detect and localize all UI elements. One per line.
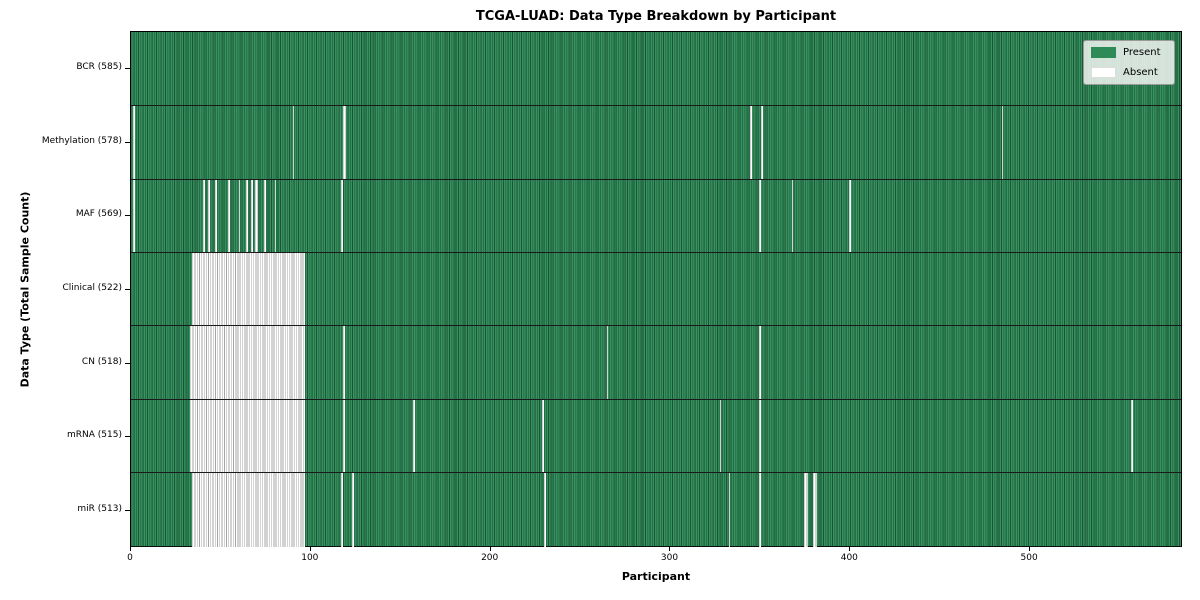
x-tick — [849, 547, 851, 551]
row-present-fill — [131, 32, 1181, 106]
legend-absent-label: Absent — [1123, 67, 1158, 78]
absent-run — [342, 106, 347, 180]
row-bcr — [131, 32, 1181, 106]
absent-run — [202, 179, 205, 254]
absent-run — [342, 326, 345, 400]
x-tick-label: 400 — [840, 553, 858, 563]
y-tick — [125, 436, 130, 438]
y-tick — [125, 141, 130, 143]
absent-run — [190, 399, 306, 474]
y-tick — [125, 289, 130, 290]
row-maf — [131, 178, 1181, 254]
y-tick-label-maf: MAF (569) — [75, 209, 122, 220]
plot-area — [130, 31, 1182, 547]
absent-run — [254, 179, 259, 254]
row-cn — [131, 325, 1181, 400]
y-tick — [125, 215, 130, 217]
absent-run — [759, 473, 761, 547]
absent-run — [750, 106, 752, 180]
absent-run — [215, 179, 218, 254]
row-present-fill — [131, 399, 1181, 474]
x-tick-label: 100 — [301, 553, 319, 563]
y-tick — [125, 510, 130, 512]
row-clinical — [131, 252, 1181, 327]
row-present-fill — [131, 473, 1181, 547]
legend-present-label: Present — [1123, 47, 1161, 58]
x-tick — [489, 547, 491, 551]
y-tick — [125, 362, 130, 364]
absent-run — [238, 179, 241, 254]
absent-run — [719, 399, 722, 474]
x-tick — [309, 547, 311, 551]
legend: Present Absent — [1083, 40, 1175, 85]
x-tick — [130, 547, 131, 551]
absent-run — [192, 473, 306, 547]
row-present-fill — [131, 253, 1181, 327]
row-mrna — [131, 398, 1181, 474]
absent-run — [728, 473, 731, 547]
absent-run — [759, 326, 761, 400]
absent-run — [245, 179, 248, 254]
x-tick-label: 500 — [1020, 553, 1038, 563]
absent-run — [274, 179, 277, 254]
x-tick — [1029, 547, 1031, 551]
absent-run — [606, 326, 609, 400]
absent-run — [848, 179, 851, 254]
absent-run — [542, 399, 544, 474]
chart-title: TCGA-LUAD: Data Type Breakdown by Partic… — [475, 9, 837, 24]
absent-run — [132, 106, 135, 180]
row-present-fill — [131, 106, 1181, 180]
absent-run — [351, 473, 354, 547]
legend-present-swatch — [1091, 47, 1116, 58]
absent-run — [759, 399, 761, 474]
y-tick-label-methylation: Methylation (578) — [41, 135, 122, 146]
absent-run — [543, 473, 546, 547]
y-tick-label-clinical: Clinical (522) — [62, 283, 122, 293]
absent-run — [192, 253, 306, 327]
absent-run — [761, 106, 763, 180]
absent-run — [341, 179, 343, 254]
absent-run — [813, 473, 817, 547]
legend-item-absent: Absent — [1091, 66, 1167, 79]
row-mir — [131, 472, 1181, 547]
absent-run — [759, 179, 761, 254]
absent-run — [791, 179, 794, 254]
absent-run — [190, 326, 306, 400]
absent-run — [1001, 106, 1004, 180]
x-tick — [669, 547, 671, 551]
y-tick-label-mir: miR (513) — [77, 504, 122, 515]
absent-run — [342, 399, 345, 474]
absent-run — [227, 179, 230, 254]
x-tick-label: 0 — [127, 553, 133, 563]
absent-run — [804, 473, 808, 547]
y-tick-label-cn: CN (518) — [81, 356, 122, 367]
row-methylation — [131, 105, 1181, 180]
x-tick-label: 300 — [660, 553, 679, 563]
y-tick — [125, 67, 130, 69]
x-axis-title: Participant — [621, 570, 691, 583]
absent-run — [132, 179, 135, 254]
legend-absent-swatch — [1091, 67, 1116, 78]
absent-run — [292, 106, 295, 180]
absent-run — [1130, 399, 1133, 474]
y-tick-label-bcr: BCR (585) — [76, 61, 122, 72]
absent-run — [251, 179, 254, 254]
absent-run — [341, 473, 343, 547]
absent-run — [208, 179, 210, 254]
legend-item-present: Present — [1091, 46, 1167, 59]
row-present-fill — [131, 179, 1181, 254]
absent-run — [263, 179, 266, 254]
x-tick-label: 200 — [481, 553, 499, 563]
y-tick-label-mrna: mRNA (515) — [67, 430, 122, 441]
absent-run — [412, 399, 415, 474]
row-present-fill — [131, 326, 1181, 400]
